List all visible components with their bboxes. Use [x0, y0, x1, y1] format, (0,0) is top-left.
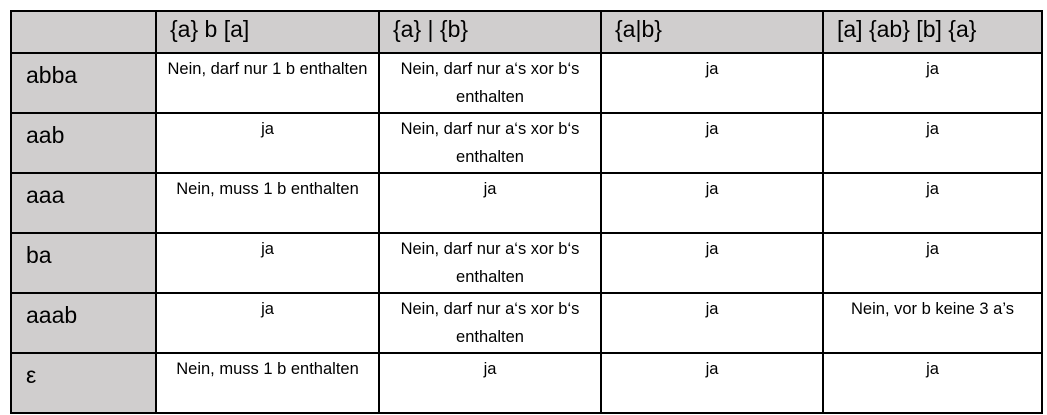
regex-match-table: {a} b [a] {a} | {b} {a|b} [a] {ab} [b] {…	[10, 10, 1043, 414]
table-cell: ja	[600, 352, 824, 414]
table-cell: ja	[600, 112, 824, 174]
table-row: ba ja Nein, darf nur a‘s xor b‘s enthalten…	[10, 232, 1043, 294]
table-cell: Nein, muss 1 b enthalten	[155, 172, 380, 234]
table-cell: Nein, darf nur a‘s xor b‘s enthalten	[378, 232, 602, 294]
row-header: abba	[10, 52, 157, 114]
table-cell: ja	[822, 232, 1043, 294]
column-header: {a} b [a]	[155, 10, 380, 54]
table-cell: ja	[822, 352, 1043, 414]
header-row: {a} b [a] {a} | {b} {a|b} [a] {ab} [b] {…	[10, 10, 1043, 54]
row-header: ba	[10, 232, 157, 294]
table-row: ε Nein, muss 1 b enthalten ja ja ja	[10, 352, 1043, 414]
table-cell: ja	[822, 112, 1043, 174]
column-header: {a|b}	[600, 10, 824, 54]
table-row: aaa Nein, muss 1 b enthalten ja ja ja	[10, 172, 1043, 234]
table-cell: ja	[378, 352, 602, 414]
table-cell: ja	[600, 172, 824, 234]
row-header: aab	[10, 112, 157, 174]
table-row: abba Nein, darf nur 1 b enthalten Nein, da…	[10, 52, 1043, 114]
row-header: aaab	[10, 292, 157, 354]
row-header: ε	[10, 352, 157, 414]
table-cell: Nein, darf nur 1 b enthalten	[155, 52, 380, 114]
table-cell: ja	[822, 172, 1043, 234]
table-cell: Nein, muss 1 b enthalten	[155, 352, 380, 414]
table-cell: ja	[155, 232, 380, 294]
table-cell: ja	[155, 112, 380, 174]
table-cell: Nein, darf nur a‘s xor b‘s enthalten	[378, 112, 602, 174]
table-cell: ja	[600, 292, 824, 354]
row-header: aaa	[10, 172, 157, 234]
table-cell: ja	[155, 292, 380, 354]
column-header: {a} | {b}	[378, 10, 602, 54]
table-cell: ja	[378, 172, 602, 234]
column-header: [a] {ab} [b] {a}	[822, 10, 1043, 54]
table-cell: Nein, darf nur a‘s xor b‘s enthalten	[378, 52, 602, 114]
corner-header	[10, 10, 157, 54]
table-row: aab ja Nein, darf nur a‘s xor b‘s enthalte…	[10, 112, 1043, 174]
table-cell: ja	[822, 52, 1043, 114]
table-cell: ja	[600, 52, 824, 114]
table-cell: Nein, darf nur a‘s xor b‘s enthalten	[378, 292, 602, 354]
table-row: aaab ja Nein, darf nur a‘s xor b‘s enthalt…	[10, 292, 1043, 354]
table-cell: ja	[600, 232, 824, 294]
table-cell: Nein, vor b keine 3 a’s	[822, 292, 1043, 354]
